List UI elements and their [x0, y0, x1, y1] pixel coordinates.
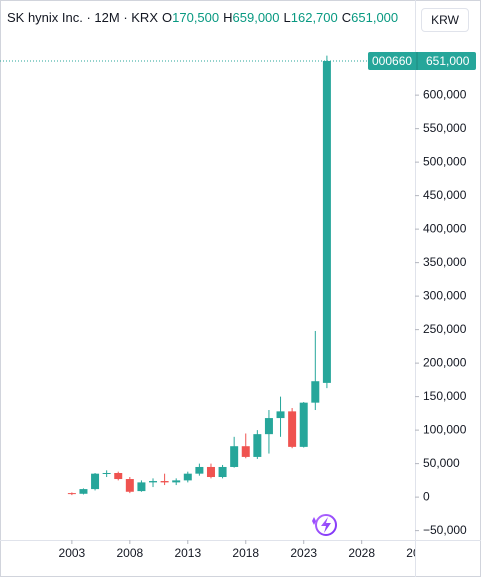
- y-tick-label: −50,000: [423, 523, 467, 537]
- symbol-title: SK hynix Inc. · 12M · KRX: [7, 10, 158, 25]
- candle-body: [137, 482, 146, 492]
- legend-value: 659,000: [232, 10, 280, 25]
- y-tick-label: 550,000: [423, 121, 467, 135]
- legend-value: 162,700: [290, 10, 338, 25]
- y-tick-label: 300,000: [423, 288, 467, 302]
- x-tick-label: 2018: [232, 546, 259, 560]
- candle-body: [276, 411, 285, 419]
- legend: SK hynix Inc. · 12M · KRX O170,500 H659,00…: [7, 10, 412, 25]
- candle-body: [253, 434, 262, 457]
- y-tick-label: 400,000: [423, 221, 467, 235]
- plot: 2003 2008 2013 2018 2023 2028 2033: [0, 55, 433, 560]
- currency-button[interactable]: KRW: [421, 8, 469, 32]
- candle-body: [114, 473, 123, 480]
- candle-body: [79, 489, 88, 494]
- y-tick-label: 500,000: [423, 154, 467, 168]
- y-tick-label: 0: [423, 489, 430, 503]
- price-scale: −50,000 0 50,000 100,000 150,000 200,000 250,0…: [368, 51, 476, 537]
- legend-key: O: [162, 10, 173, 25]
- y-tick-label: 250,000: [423, 322, 467, 336]
- price-tag: [368, 51, 476, 70]
- candle-body: [288, 411, 297, 447]
- legend-key: H: [223, 10, 233, 25]
- x-tick-label: 2033: [406, 546, 433, 560]
- candle-body: [218, 466, 227, 478]
- candle-body: [264, 418, 273, 435]
- candle-body: [195, 466, 204, 474]
- candle-body: [322, 60, 331, 383]
- candle-body: [311, 381, 320, 403]
- y-tick-label: 100,000: [423, 422, 467, 436]
- assistant-icon[interactable]: [312, 514, 337, 536]
- legend-key: C: [341, 10, 352, 25]
- candle-body: [230, 446, 239, 467]
- y-tick-label: 600,000: [423, 87, 467, 101]
- y-tick-label: 200,000: [423, 355, 467, 369]
- price-tag-symbol: 000660: [372, 54, 412, 68]
- candle-body: [102, 473, 111, 475]
- y-tick-label: 350,000: [423, 255, 467, 269]
- x-tick-label: 2028: [348, 546, 375, 560]
- y-tick-label: 450,000: [423, 188, 467, 202]
- x-tick-label: 2003: [59, 546, 86, 560]
- candle-body: [160, 481, 169, 483]
- legend-value: 170,500: [172, 10, 220, 25]
- candle-body: [172, 480, 181, 483]
- candle-body: [91, 473, 100, 490]
- legend-value: 651,000: [351, 10, 399, 25]
- candle-body: [206, 466, 215, 478]
- y-tick-label: 50,000: [423, 456, 460, 470]
- candle-body: [67, 493, 76, 495]
- price-tag-value: 651,000: [426, 54, 470, 68]
- candle-body: [299, 402, 308, 447]
- x-tick-label: 2013: [174, 546, 201, 560]
- candle-body: [125, 479, 134, 492]
- candle-body: [149, 481, 158, 483]
- candle-body: [183, 473, 192, 481]
- candle-body: [241, 446, 250, 457]
- y-tick-label: 150,000: [423, 389, 467, 403]
- legend-key: L: [283, 10, 291, 25]
- x-tick-label: 2023: [290, 546, 317, 560]
- x-tick-label: 2008: [116, 546, 143, 560]
